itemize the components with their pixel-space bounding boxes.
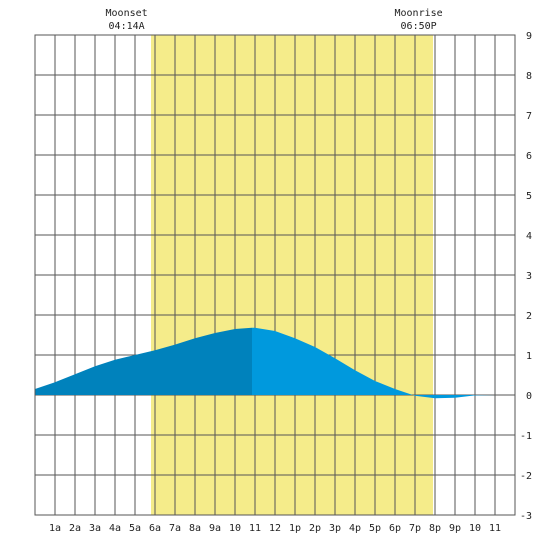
- y-tick-label: 9: [526, 31, 532, 42]
- y-tick-label: -2: [520, 471, 532, 482]
- x-tick-label: 5p: [369, 523, 381, 534]
- y-tick-label: 7: [526, 111, 532, 122]
- plot-frame: [34, 34, 516, 516]
- y-tick-label: 2: [526, 311, 532, 322]
- x-tick-label: 10: [469, 523, 481, 534]
- x-tick-label: 1p: [289, 523, 301, 534]
- annotation-time: 06:50P: [401, 21, 437, 32]
- y-tick-label: 0: [526, 391, 532, 402]
- x-tick-label: 7p: [409, 523, 421, 534]
- y-tick-label: 1: [526, 351, 532, 362]
- x-tick-label: 6a: [149, 523, 161, 534]
- tide-area-rising: [35, 327, 252, 395]
- x-tick-label: 11: [249, 523, 261, 534]
- y-tick-label: -1: [520, 431, 532, 442]
- x-tick-label: 11: [489, 523, 501, 534]
- y-tick-label: 3: [526, 271, 532, 282]
- y-tick-label: 5: [526, 191, 532, 202]
- x-tick-label: 7a: [169, 523, 181, 534]
- x-tick-label: 10: [229, 523, 241, 534]
- x-tick-label: 9a: [209, 523, 221, 534]
- y-tick-label: 6: [526, 151, 532, 162]
- x-tick-label: 6p: [389, 523, 401, 534]
- frame-layer: [34, 34, 516, 516]
- y-tick-label: 8: [526, 71, 532, 82]
- x-tick-label: 4p: [349, 523, 361, 534]
- grid-layer: [35, 35, 515, 515]
- tide-area-layer: [35, 327, 515, 399]
- x-tick-label: 5a: [129, 523, 141, 534]
- x-tick-label: 2p: [309, 523, 321, 534]
- x-tick-label: 2a: [69, 523, 81, 534]
- x-tick-label: 8a: [189, 523, 201, 534]
- x-tick-label: 4a: [109, 523, 121, 534]
- tide-area-falling: [252, 327, 515, 399]
- annotation-label: Moonrise: [395, 8, 443, 19]
- x-tick-label: 9p: [449, 523, 461, 534]
- x-tick-label: 1a: [49, 523, 61, 534]
- x-tick-label: 3a: [89, 523, 101, 534]
- annotation-label: Moonset: [106, 8, 148, 19]
- labels-layer: 1a 2a 3a 4a 5a 6a 7a 8a 9a 10 11 12 1p 2p 3p 4p 5p 6p 7p 8p…: [49, 8, 532, 534]
- x-tick-label: 12: [269, 523, 281, 534]
- x-tick-label: 8p: [429, 523, 441, 534]
- y-tick-label: -3: [520, 511, 532, 522]
- annotation-time: 04:14A: [109, 21, 145, 32]
- y-tick-label: 4: [526, 231, 532, 242]
- x-tick-label: 3p: [329, 523, 341, 534]
